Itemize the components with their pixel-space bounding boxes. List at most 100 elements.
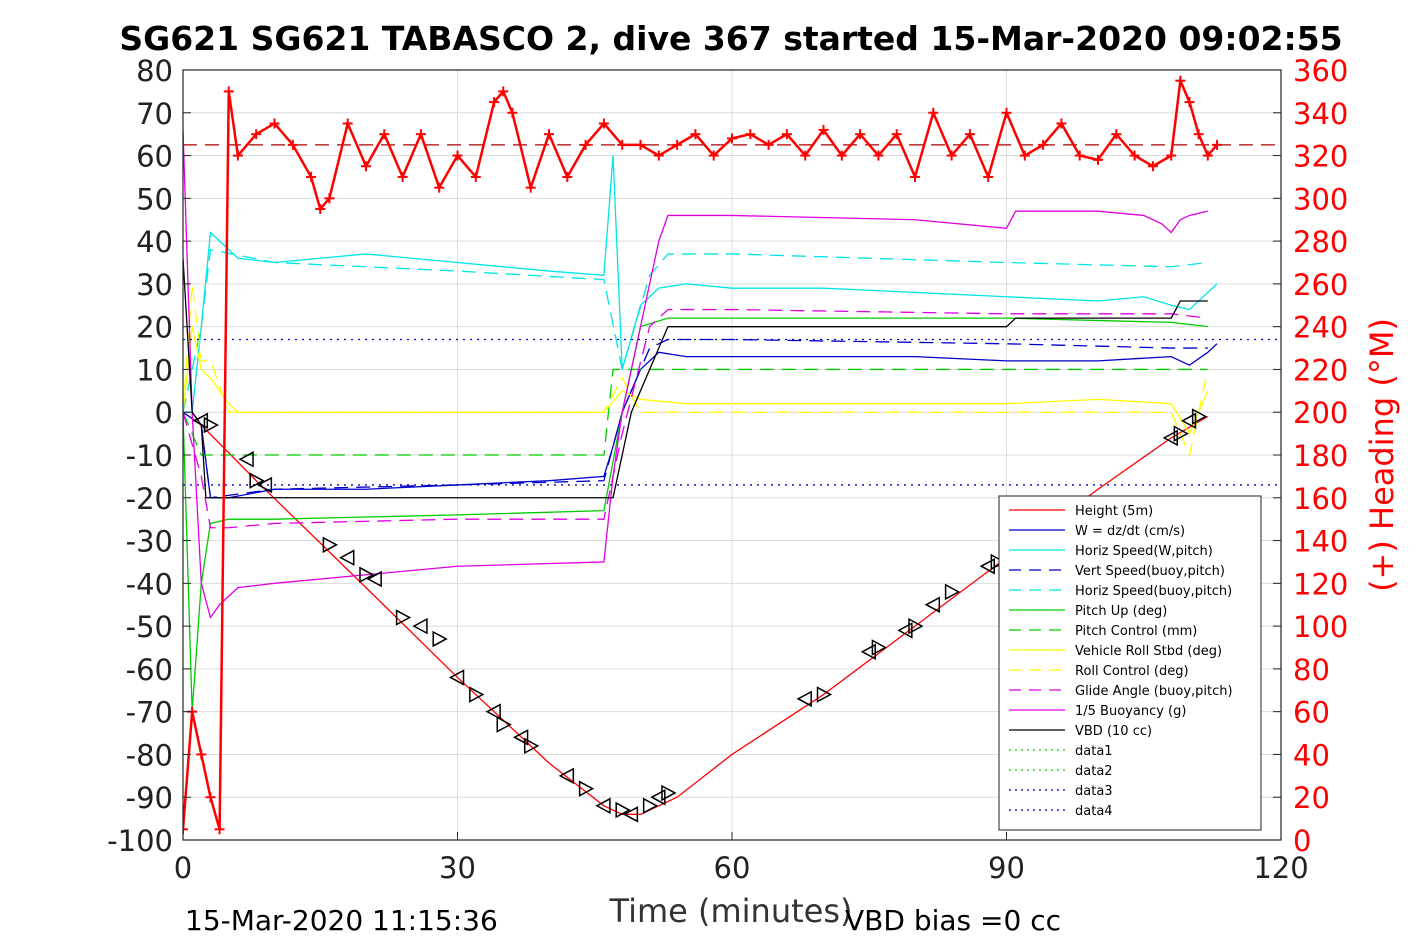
legend-label: Vert Speed(buoy,pitch) [1075, 564, 1225, 579]
series-line-11 [183, 258, 1208, 499]
y-right-tick-label: 40 [1293, 738, 1330, 772]
series-line-7 [183, 326, 1209, 436]
triangle-marker [469, 686, 485, 703]
legend-label: Glide Angle (buoy,pitch) [1075, 684, 1233, 699]
triangle-marker [496, 716, 512, 733]
y-right-tick-label: 140 [1293, 525, 1348, 559]
right-axis: 3603403203002802602402202001801601401201… [1273, 54, 1348, 858]
y-right-tick-label: 80 [1293, 653, 1330, 687]
y-tick-label: 70 [136, 97, 173, 131]
triangle-marker [1191, 408, 1208, 425]
legend-label: data1 [1075, 744, 1113, 759]
series-line-4 [183, 248, 1208, 413]
legend: Height (5m) W = dz/dt (cm/s) Horiz Speed(W… [998, 495, 1262, 831]
y-right-tick-label: 0 [1293, 824, 1311, 858]
triangle-marker [512, 729, 529, 746]
triangle-marker [595, 797, 611, 815]
triangle-marker [523, 737, 540, 755]
y-tick-label: -90 [126, 781, 173, 815]
triangle-marker [249, 472, 265, 489]
triangle-marker [622, 806, 639, 823]
y-tick-label: -70 [126, 696, 173, 730]
y-tick-label: -60 [126, 653, 173, 687]
legend-label: Vehicle Roll Stbd (deg) [1075, 644, 1222, 659]
plot-area [183, 75, 1281, 835]
triangle-marker [650, 788, 666, 806]
triangle-marker [578, 780, 595, 797]
y-right-tick-label: 160 [1293, 482, 1348, 516]
y-tick-label: -30 [126, 525, 173, 559]
triangle-marker [256, 476, 273, 494]
legend-label: Pitch Control (mm) [1075, 624, 1197, 639]
triangle-marker [871, 639, 887, 656]
y-tick-label: 40 [136, 225, 173, 259]
legend-label: W = dz/dt (cm/s) [1075, 524, 1185, 539]
triangle-marker [322, 536, 338, 554]
y-tick-label: -10 [126, 439, 173, 473]
legend-label: data2 [1075, 764, 1113, 779]
x-axis-label: Time (minutes) [609, 892, 853, 930]
bottom-axis: 0 30 60 90 120 [174, 832, 1309, 885]
y-tick-label: 0 [155, 396, 173, 430]
legend-label: VBD (10 cc) [1075, 724, 1152, 739]
legend-box [998, 495, 1262, 831]
triangle-marker [860, 643, 876, 661]
y-right-tick-label: 240 [1293, 311, 1348, 345]
triangle-marker [203, 416, 220, 434]
triangle-marker [1180, 412, 1197, 430]
triangle-marker [1173, 425, 1189, 442]
legend-label: data4 [1075, 804, 1113, 819]
footer-vbd-bias: VBD bias =0 cc [845, 904, 1061, 937]
series-line-5 [183, 317, 1208, 712]
x-tick-label: 90 [988, 851, 1025, 885]
y-tick-label: 20 [136, 311, 173, 345]
legend-label: Horiz Speed(W,pitch) [1075, 544, 1213, 559]
y-right-tick-label: 100 [1293, 610, 1348, 644]
y-tick-label: 30 [136, 268, 173, 302]
triangle-marker [661, 784, 677, 802]
triangle-marker [238, 451, 254, 468]
triangle-marker [796, 690, 812, 708]
y-right-tick-label: 20 [1293, 781, 1330, 815]
y-tick-label: -40 [126, 567, 173, 601]
triangle-marker [432, 630, 448, 648]
series-line-8 [183, 283, 1209, 458]
triangle-marker [816, 686, 833, 703]
triangle-marker [412, 617, 428, 635]
y-tick-label: 60 [136, 140, 173, 174]
triangle-marker [615, 801, 631, 819]
triangle-marker [908, 617, 924, 635]
y-tick-label: 10 [136, 353, 173, 387]
x-tick-label: 60 [714, 851, 751, 885]
y-right-tick-label: 60 [1293, 696, 1330, 730]
series-line-6 [183, 368, 1208, 456]
triangle-marker [979, 557, 995, 575]
y-right-tick-label: 120 [1293, 567, 1348, 601]
triangle-marker [1162, 429, 1178, 447]
legend-label: Height (5m) [1075, 504, 1153, 519]
triangle-marker [359, 566, 375, 584]
triangle-marker [642, 797, 659, 815]
legend-label: Roll Control (deg) [1075, 664, 1189, 679]
triangle-marker [448, 669, 465, 686]
triangle-marker [990, 553, 1006, 571]
y-tick-label: -20 [126, 482, 173, 516]
triangle-marker [924, 596, 941, 613]
triangle-marker [944, 583, 961, 601]
legend-label: data3 [1075, 784, 1113, 799]
triangle-marker [897, 622, 913, 639]
y-tick-label: 80 [136, 54, 173, 88]
x-tick-label: 30 [439, 851, 476, 885]
y-tick-label: -50 [126, 610, 173, 644]
y-tick-label: -80 [126, 738, 173, 772]
triangle-marker [485, 703, 501, 720]
y-tick-label: 50 [136, 182, 173, 216]
chart-title: SG621 SG621 TABASCO 2, dive 367 started … [119, 19, 1342, 58]
left-axis: 80 70 60 50 40 30 20 10 0 -10 -20 -30 -40 -50 -60 -70 -8… [107, 54, 191, 858]
y-right-tick-label: 200 [1293, 396, 1348, 430]
y-right-tick-label: 220 [1293, 353, 1348, 387]
triangle-marker [339, 549, 355, 566]
heading-line [183, 75, 1218, 830]
y-right-tick-label: 180 [1293, 439, 1348, 473]
